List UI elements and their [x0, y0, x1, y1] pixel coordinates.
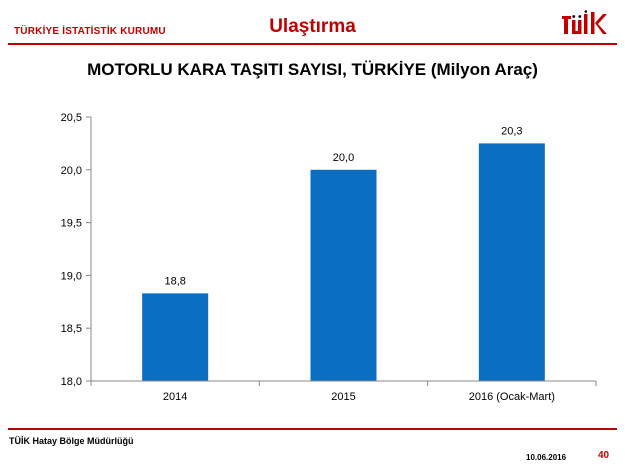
y-tick-label: 18,5	[61, 323, 82, 335]
chart-title: MOTORLU KARA TAŞITI SAYISI, TÜRKİYE (Mil…	[87, 60, 538, 79]
y-tick-label: 20,0	[61, 165, 82, 177]
y-tick-label: 20,5	[61, 112, 82, 124]
footer-divider	[8, 428, 617, 430]
data-label: 20,0	[333, 152, 354, 164]
data-label: 20,3	[501, 125, 522, 137]
header-divider	[8, 43, 617, 45]
y-tick-label: 19,5	[61, 218, 82, 230]
y-tick-label: 19,0	[61, 270, 82, 282]
data-label: 18,8	[164, 275, 185, 287]
footer-date: 10.06.2016	[526, 453, 567, 462]
bar-3	[478, 143, 545, 381]
section-title: Ulaştırma	[269, 16, 356, 37]
y-tick-label: 18,0	[61, 376, 82, 388]
x-tick-label: 2016 (Ocak-Mart)	[469, 391, 555, 403]
tuik-logo	[562, 10, 607, 34]
page-number: 40	[598, 450, 610, 461]
bar-2	[310, 169, 377, 381]
x-tick-label: 2014	[163, 391, 187, 403]
organization-name: TÜRKİYE İSTATİSTİK KURUMU	[14, 26, 166, 37]
footer-office: TÜİK Hatay Bölge Müdürlüğü	[9, 436, 134, 446]
x-tick-label: 2015	[331, 391, 355, 403]
bar-1	[142, 293, 209, 381]
